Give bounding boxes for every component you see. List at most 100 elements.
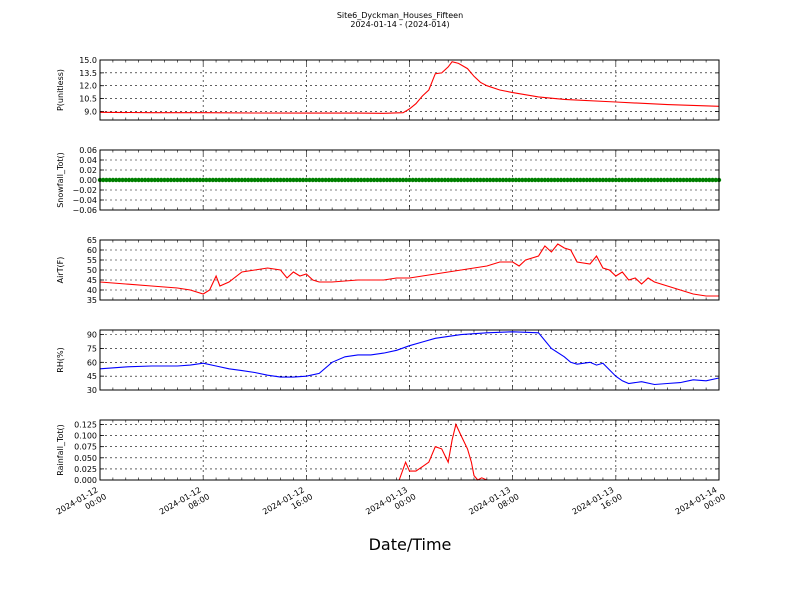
snowfall-point bbox=[636, 177, 641, 183]
x-tick-label: 2024-01-1216:00 bbox=[261, 483, 314, 525]
snowfall-point bbox=[362, 177, 367, 183]
snowfall-point bbox=[271, 177, 277, 183]
snowfall-point bbox=[365, 177, 370, 183]
snowfall-point bbox=[107, 177, 112, 183]
snowfall-point bbox=[197, 177, 203, 183]
snowfall-point bbox=[697, 177, 702, 183]
snowfall-point bbox=[539, 177, 544, 183]
snowfall-point bbox=[478, 177, 483, 183]
snowfall-point bbox=[671, 177, 677, 183]
snowfall-point bbox=[313, 177, 319, 183]
y-tick-label: 50 bbox=[87, 266, 97, 275]
snowfall-point bbox=[342, 177, 348, 183]
snowfall-point bbox=[284, 177, 290, 183]
y-axis-label: P(unitless) bbox=[56, 69, 65, 111]
snowfall-point bbox=[607, 177, 612, 183]
snowfall-point bbox=[126, 177, 132, 183]
snowfall-point bbox=[439, 177, 444, 183]
snowfall-point bbox=[600, 177, 606, 183]
snowfall-point bbox=[642, 177, 648, 183]
y-tick-label: −0.04 bbox=[72, 196, 97, 205]
snowfall-point bbox=[449, 177, 454, 183]
snowfall-point bbox=[610, 177, 615, 183]
snowfall-point bbox=[262, 177, 267, 183]
snowfall-point bbox=[574, 177, 580, 183]
snowfall-point bbox=[552, 177, 557, 183]
snowfall-point bbox=[426, 177, 432, 183]
snowfall-point bbox=[387, 177, 393, 183]
y-tick-label: 0.050 bbox=[74, 454, 97, 463]
snowfall-point bbox=[504, 177, 509, 183]
snowfall-point bbox=[494, 177, 499, 183]
snowfall-point bbox=[310, 177, 315, 183]
snowfall-point bbox=[236, 177, 241, 183]
snowfall-point bbox=[423, 177, 428, 183]
snowfall-point bbox=[181, 177, 187, 183]
x-tick-label: 2024-01-1200:00 bbox=[55, 483, 108, 525]
snowfall-point bbox=[413, 177, 419, 183]
y-tick-label: 45 bbox=[87, 372, 97, 381]
y-tick-label: 0.125 bbox=[74, 420, 97, 429]
snowfall-point bbox=[545, 177, 551, 183]
snowfall-point bbox=[661, 177, 667, 183]
snowfall-point bbox=[391, 177, 396, 183]
snowfall-point bbox=[523, 177, 528, 183]
snowfall-point bbox=[242, 177, 248, 183]
snowfall-point bbox=[104, 177, 109, 183]
snowfall-point bbox=[291, 177, 296, 183]
snowfall-point bbox=[265, 177, 270, 183]
y-tick-label: 13.5 bbox=[79, 69, 97, 78]
snowfall-point bbox=[565, 177, 570, 183]
snowfall-point bbox=[165, 177, 170, 183]
snowfall-point bbox=[191, 177, 196, 183]
snowfall-point bbox=[171, 177, 177, 183]
y-tick-label: 75 bbox=[87, 344, 97, 353]
snowfall-point bbox=[368, 177, 374, 183]
snowfall-point bbox=[123, 177, 128, 183]
snowfall-point bbox=[487, 177, 493, 183]
snowfall-point bbox=[258, 177, 264, 183]
y-tick-label: 10.5 bbox=[79, 95, 97, 104]
snowfall-point bbox=[175, 177, 180, 183]
snowfall-point bbox=[397, 177, 403, 183]
snowfall-point bbox=[152, 177, 158, 183]
y-tick-label: 45 bbox=[87, 276, 97, 285]
snowfall-point bbox=[297, 177, 303, 183]
snowfall-point bbox=[533, 177, 538, 183]
snowfall-point bbox=[200, 177, 206, 183]
snowfall-point bbox=[445, 177, 451, 183]
snowfall-point bbox=[400, 177, 406, 183]
snowfall-point bbox=[632, 177, 638, 183]
snowfall-point bbox=[133, 177, 138, 183]
snowfall-point bbox=[226, 177, 232, 183]
y-tick-label: 30 bbox=[87, 386, 97, 395]
snowfall-point bbox=[307, 177, 312, 183]
snowfall-point bbox=[500, 177, 506, 183]
snowfall-point bbox=[652, 177, 657, 183]
snowfall-point bbox=[233, 177, 238, 183]
snowfall-point bbox=[358, 177, 364, 183]
snowfall-point bbox=[529, 177, 535, 183]
snowfall-point bbox=[130, 177, 135, 183]
snowfall-point bbox=[352, 177, 357, 183]
snowfall-point bbox=[275, 177, 280, 183]
snowfall-point bbox=[178, 177, 183, 183]
snowfall-point bbox=[623, 177, 628, 183]
y-tick-label: 0.06 bbox=[79, 146, 97, 155]
snowfall-point bbox=[410, 177, 415, 183]
snowfall-point bbox=[668, 177, 673, 183]
snowfall-point bbox=[155, 177, 161, 183]
snowfall-point bbox=[649, 177, 654, 183]
snowfall-point bbox=[168, 177, 174, 183]
snowfall-point bbox=[594, 177, 599, 183]
panel-frame bbox=[99, 239, 720, 301]
snowfall-point bbox=[658, 177, 664, 183]
series-line-5 bbox=[100, 422, 719, 481]
snowfall-point bbox=[326, 177, 332, 183]
snowfall-point bbox=[246, 177, 251, 183]
snowfall-point bbox=[349, 177, 354, 183]
snowfall-point bbox=[139, 177, 145, 183]
x-axis-label: Date/Time bbox=[369, 535, 452, 554]
y-axis-label: Rainfall_Tot() bbox=[56, 424, 65, 476]
